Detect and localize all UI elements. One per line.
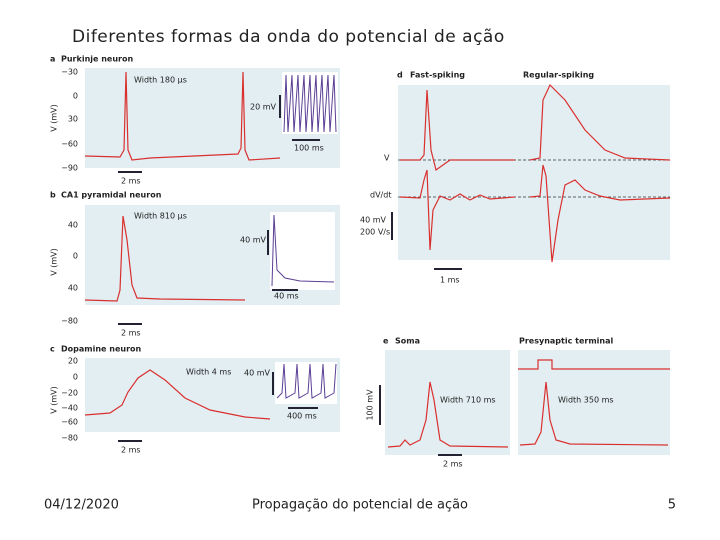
y-axis-label: V (mV)	[50, 386, 59, 414]
y-tick-label: 0	[73, 92, 78, 101]
inset-trace	[271, 214, 335, 287]
annotation: Width 4 ms	[186, 368, 231, 377]
y-axis-label: V (mV)	[50, 104, 59, 132]
annotation: Width 350 ms	[558, 396, 614, 405]
y-tick-label: −20	[61, 389, 78, 398]
y-tick-label: −80	[61, 317, 78, 326]
slide-title: Diferentes formas da onda do potencial d…	[72, 27, 505, 47]
y-tick-label: 40	[68, 284, 78, 293]
annotation: 100 mV	[366, 389, 375, 421]
annotation: Width 710 ms	[440, 396, 496, 405]
annotation: dV/dt	[370, 191, 391, 200]
annotation: 2 ms	[121, 446, 141, 455]
trace	[84, 369, 271, 420]
annotation: 400 ms	[287, 412, 317, 421]
panel-title: Presynaptic terminal	[519, 337, 613, 346]
panel-title: Soma	[395, 337, 420, 346]
y-tick-label: 30	[68, 115, 78, 124]
footer-date: 04/12/2020	[44, 498, 119, 513]
inset	[270, 212, 335, 290]
footer-text: Propagação do potencial de ação	[252, 498, 468, 513]
y-tick-label: 40	[68, 221, 78, 230]
panel-e: e Soma Presynaptic terminal 100 mV Width…	[366, 337, 670, 469]
y-tick-label: 20	[68, 357, 78, 366]
page-number: 5	[668, 498, 676, 513]
trace	[529, 164, 671, 263]
annotation: 1 ms	[440, 276, 460, 285]
plot-bg	[398, 85, 670, 260]
annotation: 20 mV	[250, 103, 277, 112]
panel-label: c	[50, 345, 55, 354]
panel-c: c Dopamine neuron V (mV) 20 0 −20 −40 −6…	[50, 345, 340, 455]
panel-d: d Fast-spiking Regular-spiking V dV/dt 4…	[360, 71, 671, 285]
annotation: Width 180 µs	[134, 76, 187, 85]
panel-b: b CA1 pyramidal neuron V (mV) 40 0 40 −8…	[50, 191, 340, 338]
annotation: 2 ms	[121, 329, 141, 338]
plot-bg	[518, 350, 670, 455]
annotation: 2 ms	[443, 460, 463, 469]
trace	[519, 381, 669, 446]
annotation: 40 mV	[240, 236, 267, 245]
y-tick-label: −60	[61, 418, 78, 427]
panel-title: Regular-spiking	[523, 71, 594, 80]
trace	[84, 71, 281, 161]
annotation: 40 ms	[274, 292, 299, 301]
annotation: 100 ms	[294, 144, 324, 153]
trace	[399, 169, 516, 251]
trace	[84, 215, 246, 302]
panel-label: d	[397, 71, 403, 80]
annotation: Width 810 µs	[134, 212, 187, 221]
y-tick-label: −80	[61, 434, 78, 443]
stimulus	[518, 359, 670, 370]
inset-trace	[283, 74, 337, 133]
y-tick-label: −90	[61, 164, 78, 173]
y-tick-label: 0	[73, 252, 78, 261]
trace	[400, 89, 515, 172]
y-axis-label: V (mV)	[50, 248, 59, 276]
annotation: 200 V/s	[360, 228, 390, 237]
annotation: V	[384, 154, 390, 163]
trace	[529, 83, 671, 161]
panel-title: CA1 pyramidal neuron	[61, 191, 162, 200]
annotation: 40 mV	[244, 369, 271, 378]
annotation: 40 mV	[360, 216, 387, 225]
panel-label: a	[50, 55, 55, 64]
panel-title: Fast-spiking	[410, 71, 465, 80]
panel-title: Dopamine neuron	[61, 345, 142, 354]
plot-bg	[385, 350, 510, 455]
inset-trace	[276, 363, 337, 399]
y-tick-label: −60	[61, 140, 78, 149]
trace	[387, 381, 509, 448]
annotation: 2 ms	[121, 177, 141, 186]
panel-label: e	[383, 337, 389, 346]
y-tick-label: −40	[61, 404, 78, 413]
y-tick-label: 0	[73, 373, 78, 382]
panel-a: a Purkinje neuron V (mV) −30 0 30 −60 −9…	[50, 55, 340, 186]
y-tick-label: −30	[61, 68, 78, 77]
panel-label: b	[50, 191, 56, 200]
panel-title: Purkinje neuron	[61, 55, 133, 64]
